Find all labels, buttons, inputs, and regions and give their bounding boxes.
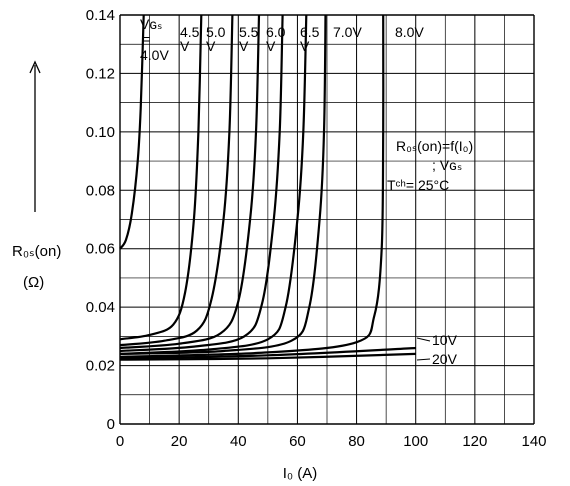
curve-label-1: V (180, 38, 190, 54)
x-axis-label: I₀ (A) (283, 465, 318, 482)
y-tick-label: 0 (107, 416, 115, 433)
y-axis-arrow-head (29, 60, 41, 74)
curve-label-6: 7.0V (333, 24, 362, 40)
curve-label-4: V (266, 38, 276, 54)
y-tick-label: 0.06 (86, 241, 115, 258)
series-curve-6 (119, 14, 327, 355)
grid (119, 14, 535, 425)
annotation-line-3: Tᶜʰ= 25°C (387, 177, 449, 193)
annotation-line-1: R₀ₛ(on)=f(I₀) (396, 138, 473, 154)
curve-label-0: 4.0V (140, 47, 169, 63)
x-tick-label: 80 (348, 433, 365, 450)
tick-labels: 0 20 40 60 80 100 120 140 0 0.02 0.04 0.06 0.08 0.10 0… (86, 7, 547, 450)
y-tick-label: 0.12 (86, 65, 115, 82)
x-tick-label: 40 (230, 433, 247, 450)
vgs-equals: = (142, 31, 150, 47)
curve-label-3: V (239, 38, 249, 54)
curve-label-8: 10V (432, 332, 458, 348)
series-curve-2 (119, 14, 234, 347)
x-tick-label: 140 (521, 433, 546, 450)
curve-label-5: 6.5 (300, 24, 320, 40)
curve-label-2: V (206, 38, 216, 54)
annotation-line-2: ; Vɢₛ (432, 157, 462, 173)
y-tick-label: 0.10 (86, 124, 115, 141)
curve-label-9: 20V (432, 351, 458, 367)
series-curve-1 (119, 14, 203, 341)
y-tick-label: 0.04 (86, 299, 115, 316)
x-tick-label: 100 (403, 433, 428, 450)
curve-label-7: 8.0V (395, 24, 424, 40)
x-tick-label: 120 (462, 433, 487, 450)
y-tick-label: 0.08 (86, 182, 115, 199)
leader-10v (416, 337, 431, 342)
curve-label-4: 6.0 (266, 24, 286, 40)
y-axis-label: R₀ₛ(on) (12, 243, 61, 260)
curve-label-3: 5.5 (239, 24, 259, 40)
y-tick-label: 0.02 (86, 358, 115, 375)
series-curves (119, 14, 416, 361)
y-tick-label: 0.14 (86, 7, 115, 24)
series-curve-8 (119, 346, 416, 360)
series-curve-4 (119, 14, 284, 353)
x-tick-label: 0 (116, 433, 124, 450)
series-curve-0 (119, 14, 145, 250)
curve-label-2: 5.0 (206, 24, 226, 40)
series-curve-7 (119, 14, 385, 358)
curve-label-1: 4.5 (180, 24, 200, 40)
y-axis-unit: (Ω) (23, 274, 44, 291)
x-tick-label: 60 (289, 433, 306, 450)
series-curve-3 (119, 14, 261, 350)
curve-label-5: V (300, 38, 310, 54)
vgs-header: Vɢₛ (140, 16, 162, 32)
series-curve-5 (119, 14, 308, 355)
x-tick-label: 20 (171, 433, 188, 450)
series-curve-9 (119, 352, 416, 361)
leader-20v (416, 358, 431, 361)
